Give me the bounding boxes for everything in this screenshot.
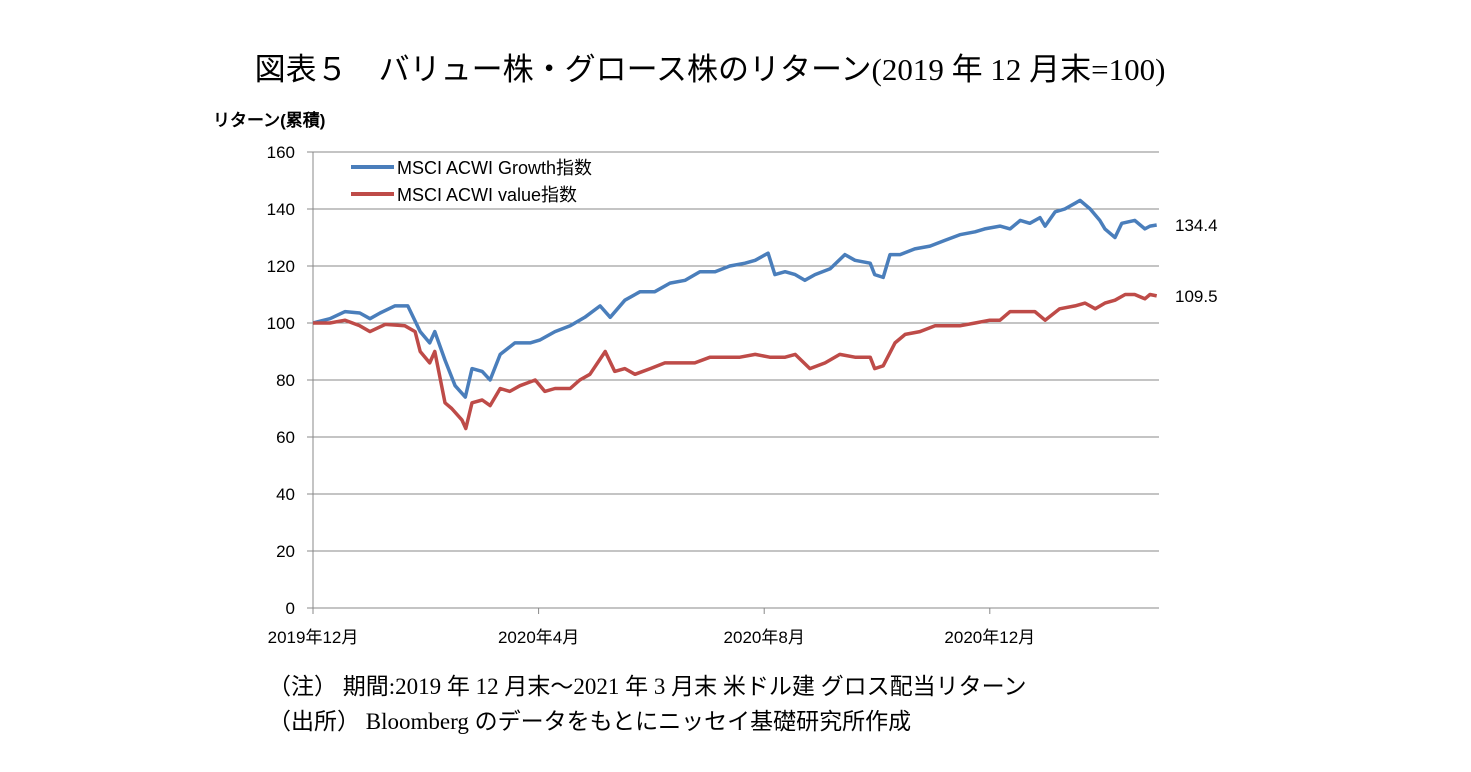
note-source: （出所） Bloomberg のデータをもとにニッセイ基礎研究所作成 xyxy=(268,709,912,734)
y-tick-label: 0 xyxy=(286,599,295,618)
figure-title: 図表５ バリュー株・グロース株のリターン(2019 年 12 月末=100) xyxy=(254,52,1166,87)
y-tick-label: 140 xyxy=(267,200,295,219)
y-tick-label: 40 xyxy=(276,485,295,504)
x-tick-label: 2019年12月 xyxy=(268,628,359,647)
y-tick-label: 100 xyxy=(267,314,295,333)
y-tick-label: 160 xyxy=(267,143,295,162)
x-tick-label: 2020年8月 xyxy=(724,628,805,647)
note-period: （注） 期間:2019 年 12 月末～2021 年 3 月末 米ドル建 グロス… xyxy=(268,674,1027,699)
y-tick-label: 80 xyxy=(276,371,295,390)
legend-label: MSCI ACWI value指数 xyxy=(397,185,577,205)
end-value-label: 109.5 xyxy=(1175,287,1218,306)
y-axis-label: リターン(累積) xyxy=(213,110,325,130)
series-line-growth xyxy=(312,198,1157,399)
y-tick-label: 20 xyxy=(276,542,295,561)
series-line-value xyxy=(313,292,1158,431)
y-tick-label: 60 xyxy=(276,428,295,447)
end-value-label: 134.4 xyxy=(1175,216,1218,235)
x-tick-label: 2020年12月 xyxy=(944,628,1035,647)
legend-label: MSCI ACWI Growth指数 xyxy=(397,158,592,178)
y-tick-label: 120 xyxy=(267,257,295,276)
x-tick-label: 2020年4月 xyxy=(498,628,579,647)
